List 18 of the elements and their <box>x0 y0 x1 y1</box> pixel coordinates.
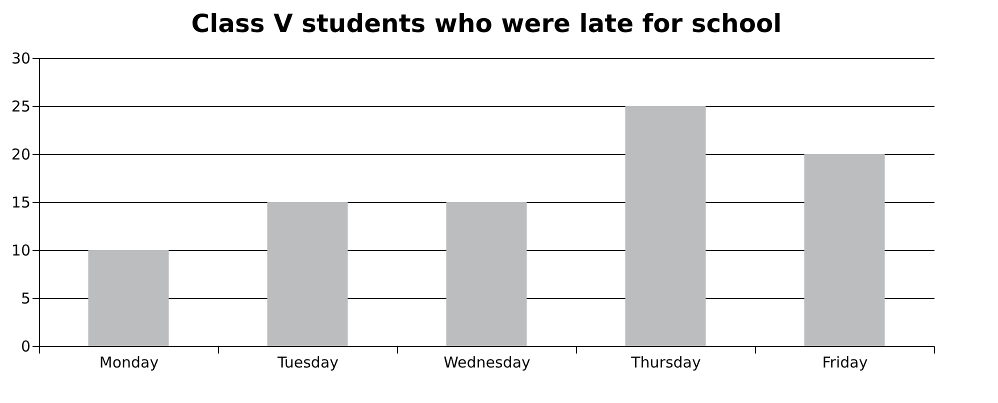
chart-title: Class V students who were late for school <box>191 9 782 38</box>
bar <box>625 106 706 346</box>
x-tick-label: Thursday <box>630 354 701 372</box>
y-tick-label: 15 <box>11 194 30 212</box>
x-tick-label: Tuesday <box>276 354 339 372</box>
y-tick-label: 30 <box>11 50 30 68</box>
y-tick-label: 25 <box>11 98 30 116</box>
y-tick-label: 10 <box>11 242 30 260</box>
bar <box>804 154 885 346</box>
bar <box>446 202 527 346</box>
bar <box>267 202 348 346</box>
x-tick-label: Friday <box>822 354 868 372</box>
x-tick-label: Monday <box>99 354 159 372</box>
y-tick-label: 5 <box>20 290 30 308</box>
y-tick-label: 0 <box>20 338 30 356</box>
bar <box>88 250 169 346</box>
x-tick-label: Wednesday <box>444 354 531 372</box>
y-tick-label: 20 <box>11 146 30 164</box>
